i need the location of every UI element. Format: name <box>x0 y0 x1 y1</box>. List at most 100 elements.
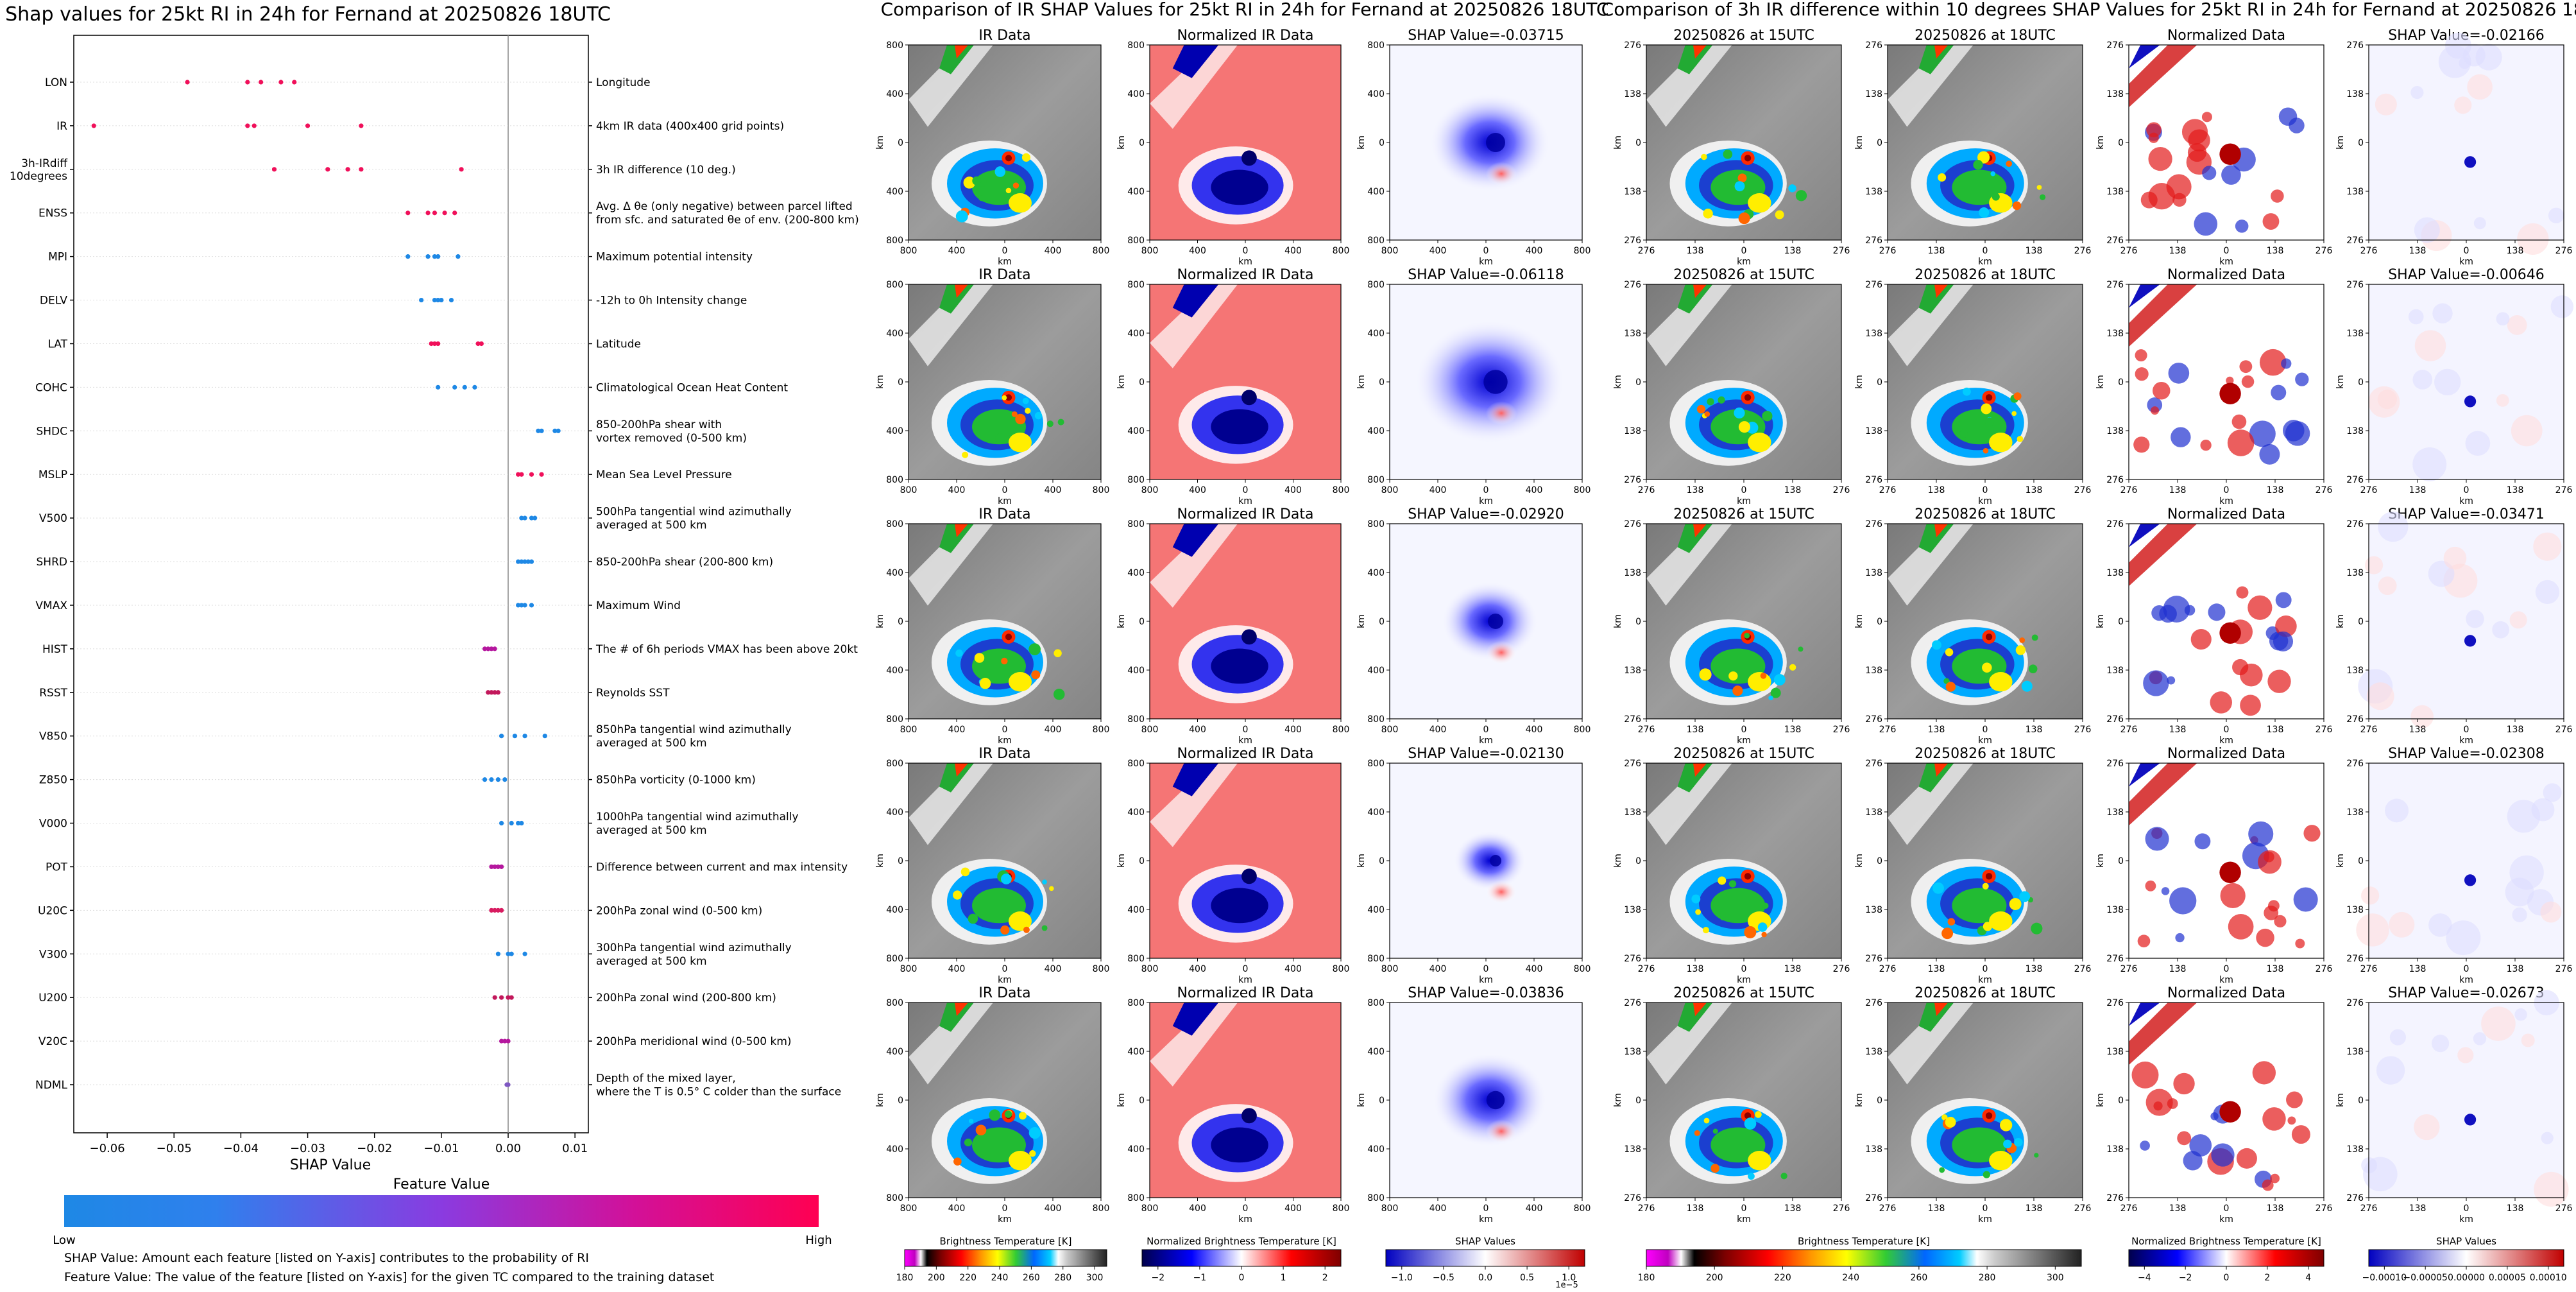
shap-title: Shap values for 25kt RI in 24h for Ferna… <box>5 3 611 26</box>
ir-colorbar-shap-tick-label: 0.5 <box>1520 1273 1534 1283</box>
feature-desc-8: vortex removed (0-500 km) <box>596 432 747 445</box>
diff-r0-c1-xtick-label: 138 <box>2026 246 2043 256</box>
feature-label-6: LAT <box>47 338 67 350</box>
diffnorm-patch <box>2271 384 2287 401</box>
ir-subplot-title: Normalized IR Data <box>1177 746 1313 762</box>
diff-shap-noise <box>2389 911 2415 938</box>
shap-point-17-3 <box>519 820 524 826</box>
diff-r4-c0-ytick-label: 0 <box>1635 1096 1641 1106</box>
convective-cell <box>2017 436 2024 442</box>
diffnorm-band-red <box>2129 45 2197 108</box>
diff-r0-c2-xtick-label: 276 <box>2316 246 2333 256</box>
ir-colorbar-bt-tick-label: 300 <box>1086 1273 1104 1283</box>
diffnorm-patch <box>2236 586 2249 599</box>
feature-label-5: DELV <box>40 295 67 307</box>
ir-r1-c2-xlabel: km <box>1479 496 1493 506</box>
norm-band-dark <box>1172 1003 1219 1036</box>
diffnorm-patch <box>2201 112 2212 123</box>
shap-point-20-2 <box>509 951 514 956</box>
shap-point-14-1 <box>489 690 494 695</box>
shap-center <box>1483 370 1508 394</box>
diff-shap-noise <box>2505 877 2534 907</box>
diff-r0-c0-xtick-label: 138 <box>1784 246 1802 256</box>
diffnorm-band-blue <box>2129 284 2160 308</box>
shap-point-16-2 <box>495 777 500 782</box>
diffnorm-patch <box>2249 420 2276 447</box>
cloud-band-hot <box>1693 763 1707 777</box>
shap-point-6-3 <box>475 341 481 347</box>
diffnorm-patch <box>2153 381 2171 400</box>
diffnorm-patch <box>2208 603 2226 621</box>
feature-label-2: 3h-IRdiff <box>21 157 68 170</box>
ir-r2-c1-xtick-label: 800 <box>1141 725 1159 735</box>
shap-point-15-1 <box>512 734 518 739</box>
diff-r2-c2-ytick-label: 0 <box>2118 617 2124 627</box>
diff-subplot-title: Normalized Data <box>2167 506 2285 522</box>
feature-desc-15: 850hPa tangential wind azimuthally <box>596 723 792 736</box>
convective-cell <box>1011 411 1018 417</box>
cloud-band-hot <box>955 763 968 777</box>
diff-shap-noise <box>2431 1035 2450 1053</box>
cloud-band <box>908 524 993 606</box>
shap-point-4-0 <box>405 254 411 259</box>
diff-r1-c1-xlabel: km <box>1978 496 1992 506</box>
ir-r2-c2-xtick-label: 400 <box>1526 725 1543 735</box>
x-tick-label: −0.05 <box>157 1142 192 1155</box>
convective-cell <box>2011 411 2017 417</box>
diff-r2-c1-xtick-label: 276 <box>1879 725 1897 735</box>
diff-r0-c1-xtick-label: 0 <box>1983 246 1988 256</box>
convective-cell <box>1982 662 1992 673</box>
ir-r4-c2-ytick-label: 800 <box>1367 998 1385 1008</box>
diff-r4-c1-ytick-label: 138 <box>1865 1144 1882 1155</box>
convective-cell <box>989 1109 1001 1121</box>
diff-r3-c0-ylabel: km <box>1613 854 1623 868</box>
diff-r4-c1-xtick-label: 138 <box>1928 1203 1945 1214</box>
diff-colorbar-norm-tick-label: 0 <box>2224 1273 2230 1283</box>
diff-r0-c2-xtick-label: 138 <box>2267 246 2284 256</box>
diff-r3-c3-xtick-label: 138 <box>2507 964 2524 974</box>
convective-cell <box>1029 1150 1036 1157</box>
diff-shap-noise <box>2410 86 2424 99</box>
diff-shap-noise <box>2496 312 2510 326</box>
feature-desc-16: 850hPa vorticity (0-1000 km) <box>596 774 756 787</box>
convective-cell <box>1945 682 1956 692</box>
diffnorm-patch <box>2295 938 2305 949</box>
ir-colorbar-bt-label: Brightness Temperature [K] <box>940 1236 1072 1247</box>
diff-r4-c2-ytick-label: 276 <box>2106 1193 2124 1203</box>
shap-point-17-2 <box>516 820 521 826</box>
ir-colorbar-bt-tick-label: 280 <box>1054 1273 1071 1283</box>
ir-r4-c0-xtick-label: 400 <box>1045 1203 1062 1214</box>
ir-r4-c2-xtick-label: 800 <box>1381 1203 1399 1214</box>
diff-colorbar-bt-tick-label: 180 <box>1638 1273 1655 1283</box>
shap-axes-frame <box>73 35 589 1133</box>
convective-cell <box>1041 925 1048 931</box>
shap-point-9-1 <box>519 472 524 477</box>
diffnorm-band-blue <box>2129 45 2160 69</box>
diff-r1-c3-ytick-label: 138 <box>2346 426 2364 436</box>
shap-point-6-1 <box>432 341 438 347</box>
diff-r4-c0-ytick-label: 276 <box>1624 998 1641 1008</box>
diffnorm-patch <box>2227 429 2255 456</box>
cloud-band-hot <box>1693 1003 1707 1017</box>
convective-cell <box>1695 909 1702 915</box>
diffnorm-patch <box>2270 1173 2280 1184</box>
diff-r0-c0-ytick-label: 0 <box>1635 138 1641 148</box>
diff-r4-c1-ytick-label: 276 <box>1865 1193 1882 1203</box>
diff-r2-c0-ytick-label: 0 <box>1635 617 1641 627</box>
x-tick-label: −0.06 <box>89 1142 124 1155</box>
diff-r4-c1-ytick-label: 0 <box>1877 1096 1882 1106</box>
footer-line-1: SHAP Value: Amount each feature [listed … <box>64 1251 589 1265</box>
diff-r3-c0-ytick-label: 138 <box>1624 905 1641 915</box>
ir-r2-c2-ylabel: km <box>1356 614 1367 628</box>
feature-desc-19: 200hPa zonal wind (0-500 km) <box>596 904 762 917</box>
shap-point-19-2 <box>495 908 500 913</box>
ir-r0-c2-ytick-label: 800 <box>1367 40 1385 51</box>
diff-r1-c3-ytick-label: 276 <box>2346 475 2364 485</box>
diff-colorbar-bt-tick-label: 260 <box>1911 1273 1928 1283</box>
diff-shap-noise <box>2492 621 2510 639</box>
ir-r4-c0-xtick-label: 800 <box>900 1203 917 1214</box>
